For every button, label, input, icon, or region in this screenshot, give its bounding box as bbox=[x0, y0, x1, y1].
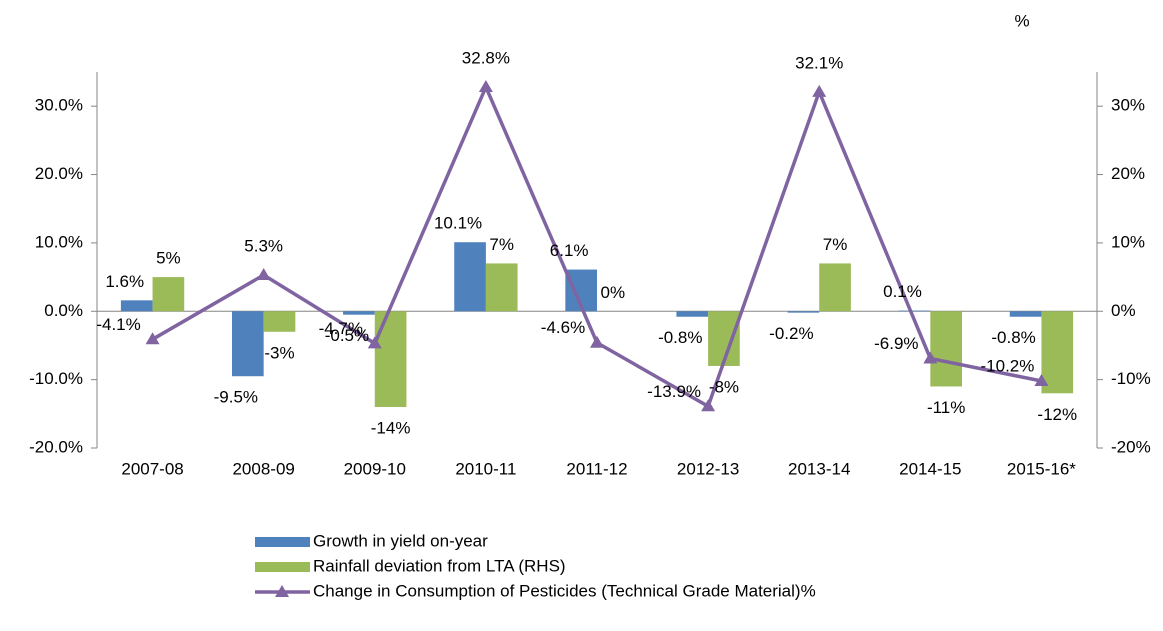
bar-value-label: 5% bbox=[156, 249, 181, 268]
marker bbox=[145, 332, 160, 345]
x-tick-label: 2013-14 bbox=[788, 459, 850, 478]
bar bbox=[343, 311, 375, 315]
bar-value-label: -14% bbox=[371, 418, 411, 437]
line-value-label: -4.6% bbox=[541, 318, 585, 337]
line-value-label: -13.9% bbox=[647, 382, 701, 401]
bar bbox=[819, 263, 851, 312]
marker bbox=[478, 80, 493, 93]
line-value-label: -4.1% bbox=[96, 315, 140, 334]
bar bbox=[263, 311, 296, 332]
bar-value-label: -0.8% bbox=[658, 328, 702, 347]
bar-value-label: 6.1% bbox=[550, 241, 589, 260]
bar-value-label: -11% bbox=[927, 398, 965, 417]
bar-value-label: -9.5% bbox=[214, 388, 258, 407]
y-tick-label: 30.0% bbox=[35, 96, 83, 115]
x-tick-label: 2011-12 bbox=[566, 459, 627, 478]
x-tick-label: 2010-11 bbox=[455, 459, 516, 478]
line-value-label: 32.1% bbox=[795, 53, 843, 72]
bar-value-label: 1.6% bbox=[105, 272, 144, 291]
x-tick-label: 2015-16* bbox=[1007, 459, 1076, 478]
x-tick-label: 2014-15 bbox=[899, 459, 961, 478]
bar bbox=[485, 263, 518, 312]
bar bbox=[454, 242, 486, 312]
marker bbox=[256, 268, 271, 281]
x-tick-label: 2007-08 bbox=[121, 459, 183, 478]
legend-swatch bbox=[255, 537, 310, 547]
legend-swatch bbox=[255, 562, 310, 572]
bar-value-label: 0% bbox=[601, 283, 626, 302]
line-value-label: -6.9% bbox=[874, 334, 918, 353]
y-tick-label: 20.0% bbox=[35, 164, 83, 183]
bar bbox=[1009, 311, 1042, 317]
bar-value-label: 10.1% bbox=[434, 214, 482, 233]
marker bbox=[923, 351, 938, 364]
bar bbox=[152, 277, 185, 312]
line-value-label: -10.2% bbox=[981, 356, 1035, 375]
bar bbox=[232, 311, 264, 377]
legend-label: Change in Consumption of Pesticides (Tec… bbox=[313, 581, 816, 600]
y2-axis-label: % bbox=[1014, 11, 1029, 30]
bar-value-label: 0.1% bbox=[883, 282, 922, 301]
x-tick-label: 2009-10 bbox=[344, 459, 406, 478]
y-tick-label: 10.0% bbox=[35, 232, 83, 251]
bar-value-label: -0.8% bbox=[991, 328, 1035, 347]
y2-tick-label: 0% bbox=[1111, 301, 1136, 320]
y-tick-label: -20.0% bbox=[29, 437, 83, 456]
y2-tick-label: 10% bbox=[1111, 232, 1145, 251]
bar bbox=[1041, 311, 1074, 394]
marker bbox=[1034, 374, 1049, 387]
marker bbox=[812, 84, 827, 97]
line-value-label: 32.8% bbox=[462, 49, 510, 68]
marker bbox=[701, 399, 716, 412]
legend-marker bbox=[275, 585, 289, 597]
bar bbox=[787, 311, 820, 313]
bar-value-label: -0.2% bbox=[769, 324, 813, 343]
bar-value-label: -12% bbox=[1037, 405, 1077, 424]
marker bbox=[367, 336, 382, 349]
y2-tick-label: 20% bbox=[1111, 164, 1145, 183]
line-value-label: -4.7% bbox=[319, 319, 363, 338]
y-tick-label: 0.0% bbox=[44, 301, 83, 320]
y2-tick-label: -20% bbox=[1111, 437, 1151, 456]
line-value-label: 5.3% bbox=[244, 237, 283, 256]
y2-tick-label: 30% bbox=[1111, 96, 1145, 115]
bar bbox=[898, 310, 931, 312]
marker bbox=[590, 335, 604, 348]
y2-tick-label: -10% bbox=[1111, 369, 1151, 388]
x-tick-label: 2008-09 bbox=[232, 459, 294, 478]
bar bbox=[676, 311, 709, 317]
legend-label: Growth in yield on-year bbox=[313, 531, 488, 550]
bar-value-label: -0.5% bbox=[325, 326, 369, 345]
bar-value-label: 7% bbox=[823, 235, 848, 254]
y-tick-label: -10.0% bbox=[29, 369, 83, 388]
bar-value-label: -8% bbox=[709, 377, 739, 396]
bar bbox=[930, 311, 962, 387]
bar bbox=[374, 311, 407, 407]
bar-value-label: 7% bbox=[489, 235, 514, 254]
x-tick-label: 2012-13 bbox=[677, 459, 739, 478]
legend-label: Rainfall deviation from LTA (RHS) bbox=[313, 556, 566, 575]
bar bbox=[120, 300, 153, 312]
bar-value-label: -3% bbox=[264, 343, 294, 362]
